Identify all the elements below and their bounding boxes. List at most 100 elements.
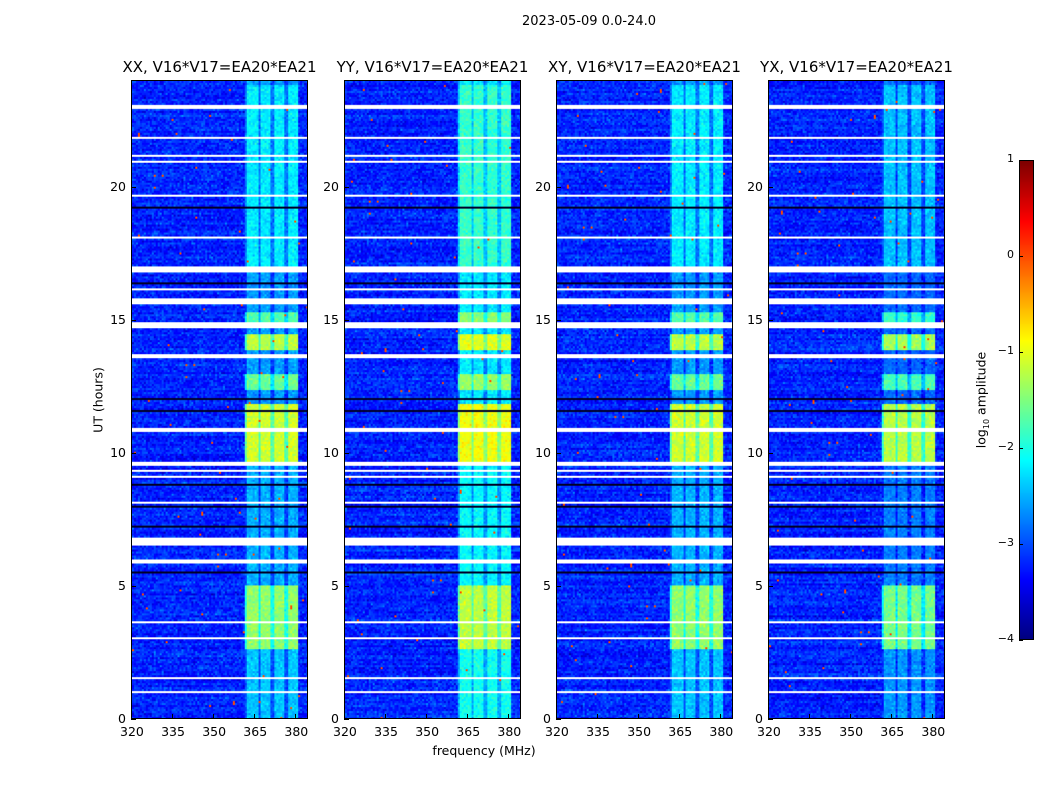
y-tick-label: 20 (747, 178, 763, 194)
y-tick (344, 319, 349, 321)
y-tick-label: 0 (331, 711, 339, 726)
panel-title: XX, V16*V17=EA20*EA21 (122, 58, 317, 76)
x-tick (638, 714, 640, 719)
heatmap-panel (768, 80, 945, 719)
y-tick (131, 452, 136, 454)
x-axis-label: frequency (MHz) (432, 743, 536, 758)
colorbar-tick (1019, 448, 1023, 449)
x-tick-label: 365 (880, 724, 905, 739)
heatmap-panel (556, 80, 733, 719)
y-tick (556, 585, 561, 587)
y-tick (768, 585, 773, 587)
y-tick-label: 15 (323, 311, 339, 327)
x-tick-label: 380 (921, 724, 946, 739)
x-tick (385, 714, 387, 719)
x-tick (508, 714, 510, 719)
y-tick-label: 0 (118, 711, 126, 726)
colorbar-tick-label: 0 (1007, 248, 1014, 261)
y-tick-label: 5 (755, 577, 763, 593)
y-tick-label: 20 (323, 178, 339, 194)
x-tick-label: 350 (627, 724, 652, 739)
heatmap-canvas (769, 81, 944, 718)
x-tick-label: 335 (798, 724, 822, 739)
x-tick-label: 320 (333, 724, 357, 739)
x-tick (850, 714, 852, 719)
y-tick (768, 319, 773, 321)
y-tick-label: 10 (747, 444, 763, 460)
colorbar-tick (1019, 352, 1023, 353)
y-tick (131, 319, 136, 321)
figure-title: 2023-05-09 0.0-24.0 (522, 14, 656, 29)
y-tick (344, 452, 349, 454)
heatmap-canvas (557, 81, 732, 718)
colorbar-tick (1019, 256, 1023, 257)
x-tick-label: 365 (668, 724, 693, 739)
x-tick (131, 714, 132, 719)
x-tick-label: 335 (586, 724, 610, 739)
x-tick (720, 714, 722, 719)
x-tick-label: 320 (120, 724, 144, 739)
x-tick-label: 335 (374, 724, 398, 739)
x-tick-label: 335 (161, 724, 185, 739)
x-tick-label: 350 (202, 724, 227, 739)
heatmap-canvas (132, 81, 307, 718)
x-tick (467, 714, 469, 719)
y-tick-label: 10 (535, 444, 551, 460)
y-tick (768, 719, 773, 720)
x-tick-label: 350 (839, 724, 864, 739)
panel-title: YX, V16*V17=EA20*EA21 (760, 58, 953, 76)
colorbar-tick-label: −3 (997, 536, 1014, 549)
x-tick (556, 714, 557, 719)
y-tick (344, 186, 349, 188)
y-tick-label: 20 (110, 178, 126, 194)
x-tick (295, 714, 297, 719)
panel-title: YY, V16*V17=EA20*EA21 (336, 58, 529, 76)
y-tick-label: 15 (110, 311, 126, 327)
y-tick (131, 719, 136, 720)
colorbar-label-subscript: 10 (981, 418, 991, 430)
x-tick (891, 714, 893, 719)
x-tick-label: 380 (497, 724, 522, 739)
heatmap-panel (131, 80, 308, 719)
colorbar-tick-label: −1 (997, 344, 1014, 357)
y-tick (768, 452, 773, 454)
colorbar-tick (1019, 160, 1023, 161)
x-tick-label: 320 (757, 724, 781, 739)
y-tick (768, 186, 773, 188)
x-tick (213, 714, 215, 719)
colorbar-label-suffix: amplitude (973, 351, 989, 419)
colorbar-label: log10 amplitude (973, 352, 991, 448)
x-tick (679, 714, 681, 719)
y-tick (556, 719, 561, 720)
heatmap-canvas (345, 81, 520, 718)
x-tick (809, 714, 811, 719)
x-tick-label: 365 (243, 724, 268, 739)
x-tick-label: 365 (456, 724, 481, 739)
y-tick (556, 186, 561, 188)
x-tick-label: 320 (545, 724, 569, 739)
x-tick-label: 380 (284, 724, 309, 739)
y-tick (556, 319, 561, 321)
colorbar-gradient (1020, 161, 1033, 639)
colorbar (1019, 160, 1034, 640)
x-tick (254, 714, 256, 719)
y-tick (556, 452, 561, 454)
y-tick-label: 15 (747, 311, 763, 327)
y-tick (344, 719, 349, 720)
colorbar-tick (1019, 640, 1023, 641)
y-axis-label: UT (hours) (90, 367, 106, 433)
y-tick-label: 5 (331, 577, 339, 593)
colorbar-tick-label: −2 (997, 440, 1014, 453)
y-tick-label: 0 (755, 711, 763, 726)
colorbar-tick-label: 1 (1007, 152, 1014, 165)
x-tick (344, 714, 345, 719)
colorbar-label-prefix: log (973, 429, 989, 449)
y-tick (131, 585, 136, 587)
y-tick-label: 10 (323, 444, 339, 460)
colorbar-tick (1019, 544, 1023, 545)
y-tick-label: 20 (535, 178, 551, 194)
colorbar-tick-label: −4 (997, 632, 1014, 645)
x-tick (932, 714, 934, 719)
y-tick-label: 15 (535, 311, 551, 327)
x-tick (426, 714, 428, 719)
